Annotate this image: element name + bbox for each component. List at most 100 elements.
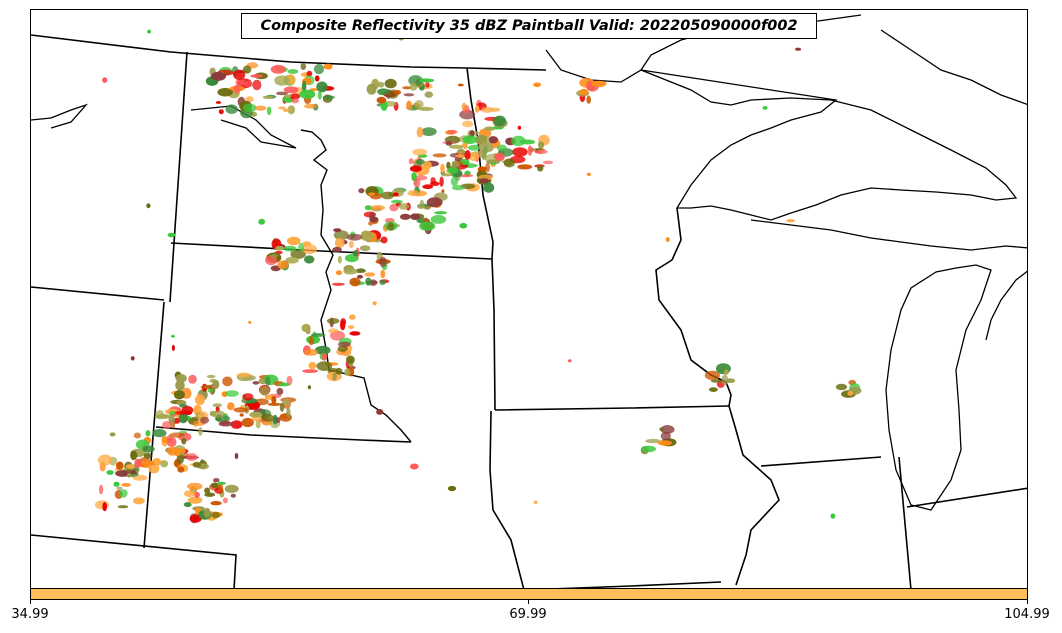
reflectivity-blob bbox=[517, 125, 522, 130]
montana-east-border bbox=[169, 51, 188, 303]
reflectivity-blob bbox=[302, 369, 319, 373]
reflectivity-blob bbox=[252, 79, 262, 91]
reflectivity-blob bbox=[484, 126, 496, 131]
colorbar-tick-max bbox=[1027, 600, 1028, 604]
reflectivity-blob bbox=[217, 87, 233, 97]
reflectivity-blob bbox=[290, 249, 307, 259]
reflectivity-blob bbox=[337, 255, 342, 264]
reflectivity-blob bbox=[533, 500, 538, 504]
reflectivity-blob bbox=[534, 149, 548, 154]
reflectivity-blob bbox=[215, 101, 222, 104]
reflectivity-blob bbox=[299, 89, 316, 100]
reflectivity-blob bbox=[183, 502, 192, 508]
colorbar-tick-min bbox=[30, 600, 31, 604]
reflectivity-blob bbox=[171, 344, 175, 351]
reflectivity-blob bbox=[116, 486, 123, 490]
reflectivity-blob bbox=[412, 148, 428, 156]
reflectivity-blob bbox=[242, 65, 252, 74]
reflectivity-blob bbox=[425, 81, 430, 88]
reflectivity-blob bbox=[579, 88, 589, 96]
reflectivity-blob bbox=[187, 496, 203, 504]
reflectivity-blob bbox=[762, 106, 768, 110]
reflectivity-blob bbox=[314, 345, 331, 355]
reflectivity-blob bbox=[132, 474, 148, 481]
reflectivity-blob bbox=[116, 461, 124, 470]
reflectivity-blob bbox=[786, 219, 795, 223]
reflectivity-blob bbox=[660, 425, 675, 434]
missouri-river bbox=[300, 129, 412, 443]
reflectivity-blob bbox=[450, 176, 459, 187]
reflectivity-blob bbox=[313, 63, 325, 75]
reflectivity-blob bbox=[241, 417, 254, 428]
reflectivity-blob bbox=[186, 453, 198, 462]
northern-coast-2 bbox=[880, 29, 1027, 105]
reflectivity-blob bbox=[271, 395, 277, 405]
reflectivity-blob bbox=[200, 459, 205, 465]
reflectivity-blob bbox=[461, 142, 467, 147]
reflectivity-blob bbox=[665, 237, 670, 243]
reflectivity-blob bbox=[218, 109, 224, 115]
reflectivity-blob bbox=[334, 237, 345, 249]
reflectivity-blob bbox=[346, 233, 363, 241]
reflectivity-blob bbox=[710, 379, 722, 383]
reflectivity-blob bbox=[503, 158, 516, 168]
reflectivity-blob bbox=[130, 450, 138, 461]
reflectivity-blob bbox=[275, 417, 281, 423]
reflectivity-blob bbox=[496, 144, 507, 152]
reflectivity-blob bbox=[311, 333, 326, 337]
reflectivity-blob bbox=[161, 436, 168, 443]
reflectivity-blob bbox=[440, 163, 445, 173]
reflectivity-blob bbox=[340, 320, 346, 331]
reflectivity-blob bbox=[316, 81, 328, 93]
reflectivity-blob bbox=[272, 414, 278, 425]
reflectivity-blob bbox=[301, 244, 317, 255]
reflectivity-blob bbox=[408, 158, 414, 165]
reflectivity-blob bbox=[586, 172, 591, 176]
reflectivity-blob bbox=[537, 165, 544, 172]
reflectivity-blob bbox=[225, 104, 238, 114]
reflectivity-blob bbox=[174, 452, 180, 457]
reflectivity-blob bbox=[447, 485, 457, 492]
reflectivity-blob bbox=[222, 376, 233, 387]
reflectivity-blob bbox=[270, 64, 286, 74]
reflectivity-blob bbox=[285, 256, 299, 264]
reflectivity-blob bbox=[218, 483, 224, 494]
reflectivity-blob bbox=[166, 437, 177, 448]
reflectivity-blob bbox=[407, 190, 420, 197]
reflectivity-blob bbox=[365, 277, 372, 286]
reflectivity-blob bbox=[244, 80, 253, 88]
reflectivity-blob bbox=[406, 100, 412, 110]
reflectivity-paintball-layer bbox=[94, 29, 862, 524]
reflectivity-blob bbox=[359, 245, 371, 252]
reflectivity-blob bbox=[457, 83, 464, 87]
reflectivity-blob bbox=[398, 203, 410, 210]
reflectivity-blob bbox=[304, 103, 318, 109]
reflectivity-blob bbox=[117, 505, 129, 509]
wy-west-border bbox=[31, 286, 165, 301]
reflectivity-blob bbox=[704, 370, 721, 381]
reflectivity-blob bbox=[415, 158, 425, 165]
reflectivity-blob bbox=[409, 165, 422, 172]
reflectivity-blob bbox=[283, 245, 297, 252]
reflectivity-blob bbox=[430, 181, 440, 186]
reflectivity-blob bbox=[517, 164, 533, 170]
reflectivity-blob bbox=[213, 478, 220, 483]
reflectivity-blob bbox=[127, 473, 132, 478]
reflectivity-blob bbox=[203, 507, 211, 518]
reflectivity-blob bbox=[235, 78, 246, 86]
reflectivity-blob bbox=[360, 230, 374, 242]
reflectivity-blob bbox=[167, 446, 178, 456]
reflectivity-blob bbox=[174, 448, 186, 454]
reflectivity-blob bbox=[267, 402, 282, 406]
reflectivity-blob bbox=[490, 162, 497, 166]
reflectivity-blob bbox=[379, 256, 387, 268]
reflectivity-blob bbox=[723, 369, 729, 376]
reflectivity-blob bbox=[377, 81, 385, 88]
reflectivity-blob bbox=[283, 86, 299, 94]
reflectivity-blob bbox=[275, 245, 285, 251]
reflectivity-blob bbox=[369, 211, 375, 222]
reflectivity-blob bbox=[847, 391, 854, 396]
reflectivity-blob bbox=[204, 487, 211, 494]
reflectivity-blob bbox=[258, 218, 266, 225]
reflectivity-blob bbox=[207, 388, 213, 393]
